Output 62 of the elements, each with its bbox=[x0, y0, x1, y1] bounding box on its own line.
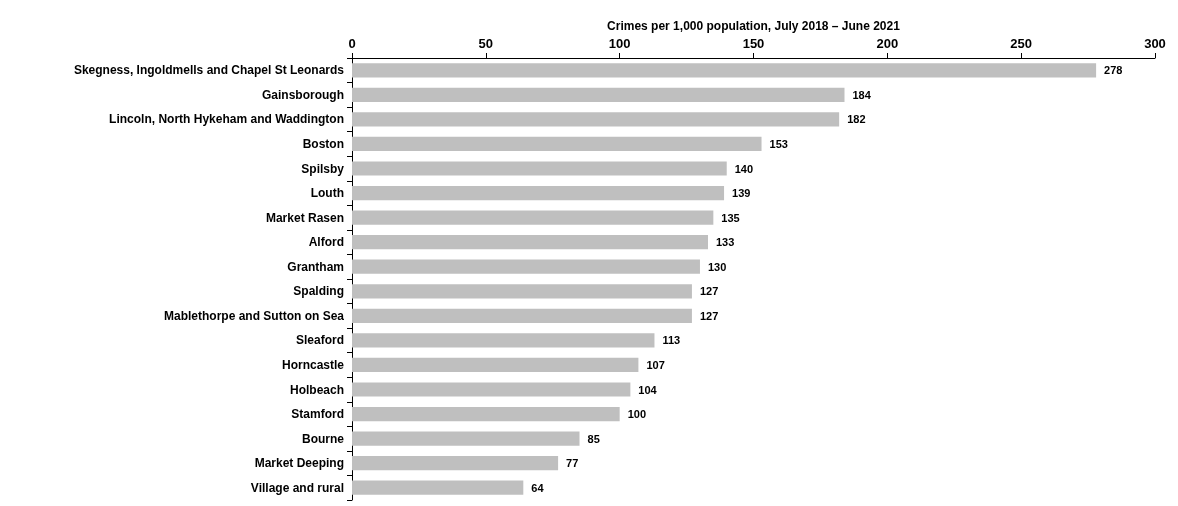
y-tick-label: Bourne bbox=[302, 431, 345, 446]
data-label: 139 bbox=[732, 187, 751, 200]
bar bbox=[352, 112, 840, 127]
bar bbox=[352, 456, 559, 471]
data-label: 184 bbox=[852, 88, 872, 101]
y-tick-label: Village and rural bbox=[250, 480, 344, 495]
x-axis-title: Crimes per 1,000 population, July 2018 – June 2021 bbox=[607, 19, 901, 34]
data-label: 135 bbox=[721, 211, 740, 224]
data-label: 133 bbox=[716, 236, 735, 249]
bar bbox=[352, 210, 714, 225]
data-label: 85 bbox=[587, 432, 600, 445]
bar bbox=[352, 382, 631, 397]
y-tick-label: Stamford bbox=[291, 407, 344, 422]
data-label: 107 bbox=[646, 358, 665, 371]
y-tick-label: Holbeach bbox=[289, 382, 344, 397]
data-label: 104 bbox=[638, 383, 658, 396]
y-tick-label: Gainsborough bbox=[262, 87, 344, 102]
x-tick-label: 250 bbox=[1010, 36, 1033, 51]
bar bbox=[352, 308, 692, 323]
y-tick-label: Skegness, Ingoldmells and Chapel St Leonards bbox=[73, 63, 345, 78]
bar bbox=[352, 87, 845, 102]
bar bbox=[352, 235, 708, 250]
data-label: 64 bbox=[531, 481, 545, 494]
data-label: 127 bbox=[699, 309, 719, 322]
x-tick-label: 0 bbox=[348, 36, 356, 51]
y-tick-label: Alford bbox=[308, 235, 344, 250]
x-tick-label: 100 bbox=[608, 36, 631, 51]
bar bbox=[352, 333, 655, 348]
y-tick-label: Market Deeping bbox=[254, 456, 344, 471]
data-label: 182 bbox=[847, 113, 866, 126]
data-label: 278 bbox=[1104, 64, 1123, 77]
data-label: 153 bbox=[769, 137, 788, 150]
x-tick-label: 300 bbox=[1144, 36, 1166, 51]
y-tick-label: Sleaford bbox=[295, 333, 344, 348]
x-tick-label: 150 bbox=[742, 36, 765, 51]
data-label: 100 bbox=[627, 408, 647, 421]
y-tick-label: Horncastle bbox=[281, 357, 345, 372]
bar bbox=[352, 161, 727, 176]
bar bbox=[352, 406, 620, 422]
y-tick-label: Grantham bbox=[287, 259, 344, 274]
y-tick-label: Spilsby bbox=[301, 161, 345, 176]
data-label: 127 bbox=[699, 285, 719, 298]
y-tick-label: Mablethorpe and Sutton on Sea bbox=[163, 308, 345, 323]
y-tick-label: Louth bbox=[310, 186, 344, 201]
bar bbox=[352, 357, 639, 373]
y-tick-label: Market Rasen bbox=[265, 210, 344, 225]
bar bbox=[352, 136, 762, 152]
bar bbox=[352, 480, 524, 495]
bar bbox=[352, 431, 580, 446]
x-tick-label: 200 bbox=[876, 36, 899, 51]
bar bbox=[352, 259, 700, 274]
y-tick-label: Spalding bbox=[293, 284, 344, 299]
data-label: 113 bbox=[662, 334, 681, 347]
bar bbox=[352, 63, 1097, 78]
y-tick-label: Boston bbox=[302, 136, 344, 151]
data-label: 140 bbox=[734, 162, 754, 175]
data-label: 77 bbox=[566, 457, 579, 470]
x-tick-label: 50 bbox=[478, 36, 494, 51]
bar bbox=[352, 284, 692, 299]
bar bbox=[352, 185, 725, 201]
y-tick-label: Lincoln, North Hykeham and Waddington bbox=[109, 112, 344, 127]
data-label: 130 bbox=[707, 260, 727, 273]
